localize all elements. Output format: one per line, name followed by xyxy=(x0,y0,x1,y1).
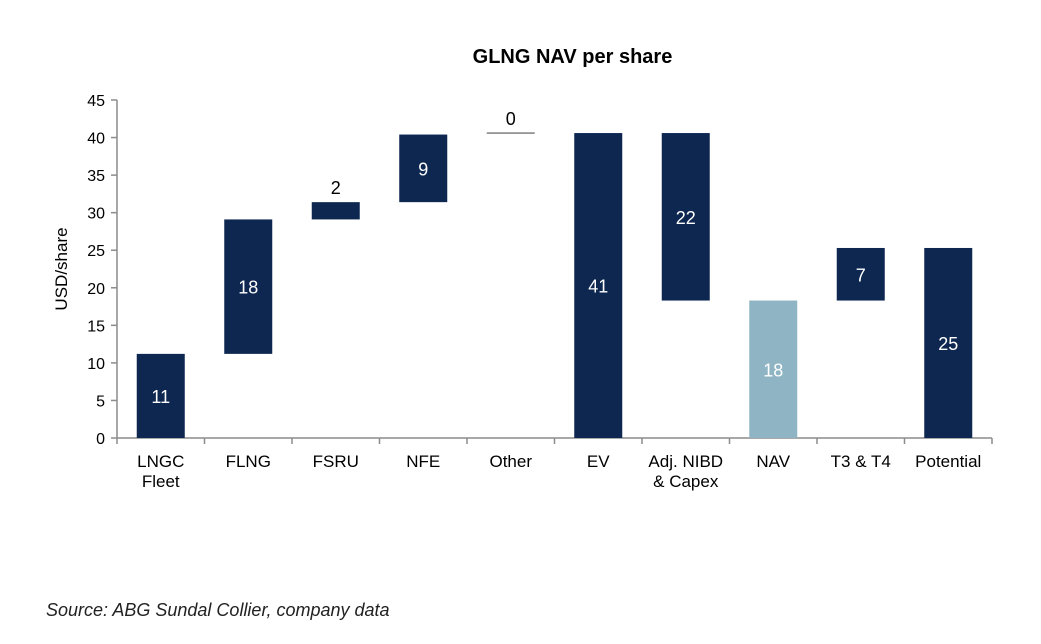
x-tick-label: EV xyxy=(587,452,610,471)
bar xyxy=(574,133,623,438)
bar xyxy=(136,353,185,438)
bar xyxy=(224,219,273,354)
bar xyxy=(924,247,973,438)
data-label: 9 xyxy=(418,159,428,179)
y-tick-label: 40 xyxy=(87,131,105,148)
y-tick-label: 25 xyxy=(87,243,105,260)
y-tick-label: 5 xyxy=(96,393,105,410)
bar xyxy=(661,133,710,301)
data-label: 0 xyxy=(506,109,516,129)
x-tick-label: Adj. NIBD & Capex xyxy=(648,452,723,491)
data-label: 2 xyxy=(331,178,341,198)
bar xyxy=(749,300,798,438)
y-tick-label: 15 xyxy=(87,318,105,335)
x-tick-label: T3 & T4 xyxy=(831,452,891,471)
x-tick-label: NFE xyxy=(406,452,440,471)
data-label: 22 xyxy=(676,208,696,228)
y-tick-label: 45 xyxy=(87,93,105,110)
x-tick-label: Other xyxy=(489,452,532,471)
bars xyxy=(136,132,973,438)
data-label: 41 xyxy=(588,277,608,297)
x-tick-label: LNGC Fleet xyxy=(137,452,184,491)
data-label: 25 xyxy=(938,334,958,354)
y-tick-label: 0 xyxy=(96,431,105,448)
bar xyxy=(399,134,448,203)
y-tick-label: 20 xyxy=(87,281,105,298)
bar xyxy=(311,202,360,220)
x-tick-label: Potential xyxy=(915,452,981,471)
data-label: 18 xyxy=(238,278,258,298)
y-tick-label: 30 xyxy=(87,206,105,223)
source-note: Source: ABG Sundal Collier, company data xyxy=(46,600,390,620)
x-tick-label: FSRU xyxy=(313,452,359,471)
data-labels: 11 18 2 9 0 41 22 18 7 25 xyxy=(151,109,958,407)
x-tick-label: NAV xyxy=(756,452,790,471)
data-label: 18 xyxy=(763,360,783,380)
x-tick-label: FLNG xyxy=(226,452,271,471)
data-label: 11 xyxy=(151,387,170,407)
data-label: 7 xyxy=(856,265,866,285)
y-axis-title: USD/share xyxy=(52,227,71,310)
y-tick-label: 35 xyxy=(87,168,105,185)
y-tick-label: 10 xyxy=(87,356,105,373)
chart-title: GLNG NAV per share xyxy=(472,46,673,68)
bar xyxy=(836,247,885,301)
